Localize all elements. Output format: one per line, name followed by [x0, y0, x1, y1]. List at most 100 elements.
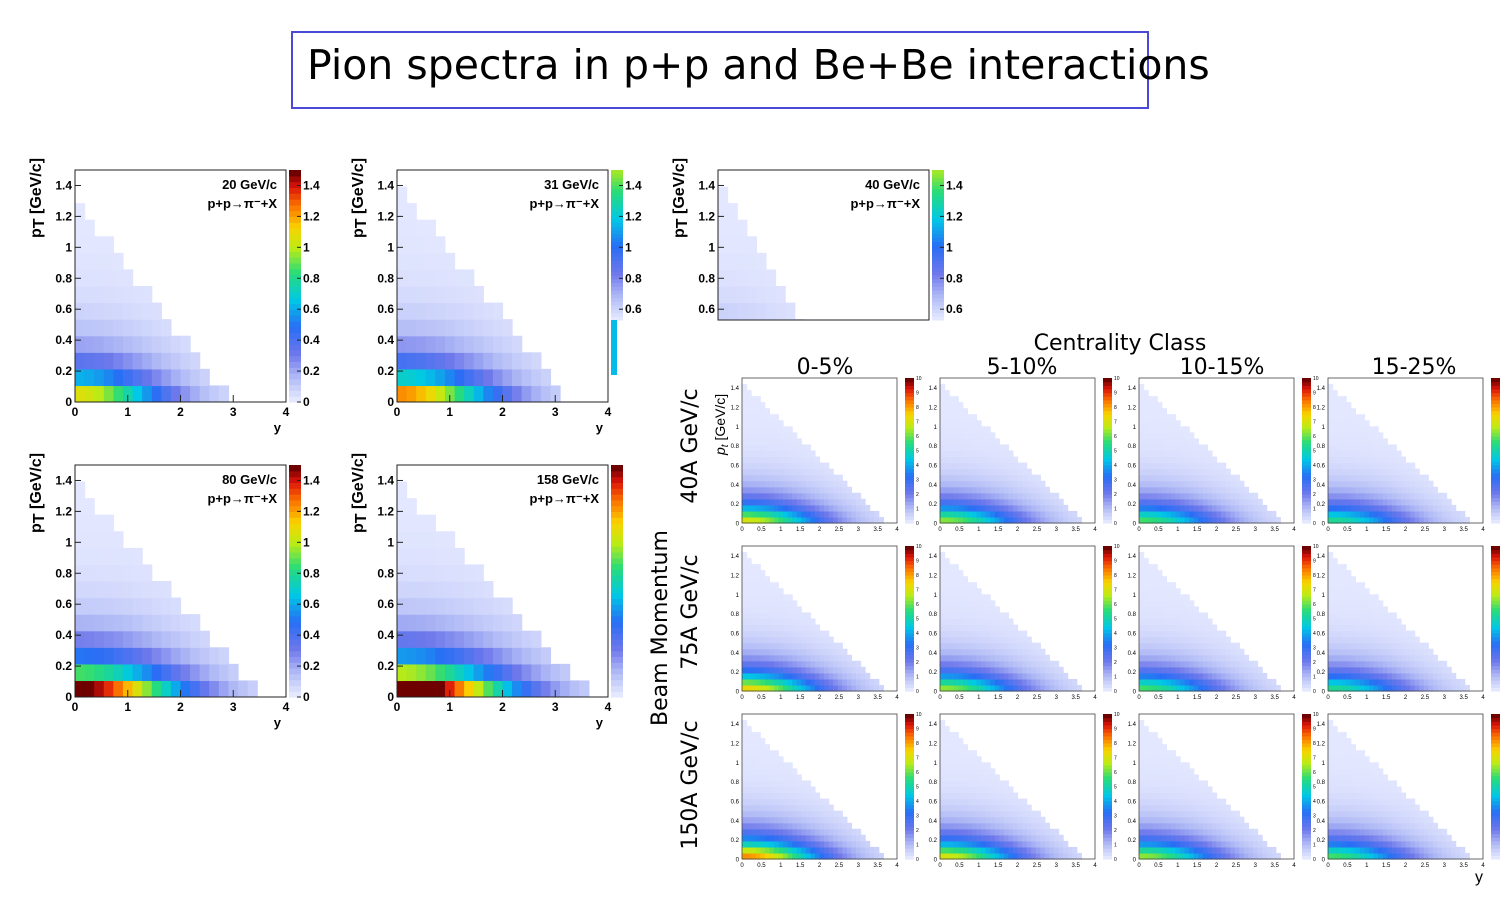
heatmap-cell	[1364, 600, 1370, 608]
heatmap-cell	[958, 654, 964, 662]
heatmap-cell	[1180, 474, 1186, 482]
pp-colorbar-segment	[611, 662, 623, 669]
heatmap-cell	[1332, 648, 1338, 656]
pp-colorbar-segment	[611, 260, 623, 265]
heatmap-cell	[1211, 678, 1218, 686]
heatmap-cell	[764, 408, 770, 415]
heatmap-cell	[949, 498, 955, 506]
heatmap-cell	[1346, 642, 1352, 650]
heatmap-cell	[1337, 678, 1343, 686]
heatmap-cell	[1373, 480, 1379, 488]
heatmap-cell	[1378, 516, 1384, 524]
heatmap-cell	[742, 594, 748, 601]
heatmap-cell	[1221, 516, 1227, 524]
heatmap-cell	[814, 822, 821, 830]
pp-colorbar-segment	[289, 569, 301, 576]
heatmap-cell	[199, 647, 210, 665]
heatmap-cell	[805, 456, 811, 464]
heatmap-cell	[742, 486, 748, 494]
bebe-cbar-label: 6	[916, 602, 919, 608]
heatmap-cell	[1382, 612, 1388, 620]
heatmap-cell	[1221, 474, 1227, 482]
heatmap-cell	[1166, 492, 1172, 500]
bebe-colorbar-segment	[1491, 596, 1500, 601]
heatmap-cell	[1328, 480, 1334, 488]
heatmap-cell	[981, 612, 987, 620]
heatmap-cell	[483, 680, 494, 697]
heatmap-cell	[1262, 516, 1268, 524]
heatmap-cell	[122, 269, 134, 287]
heatmap-cell	[1207, 516, 1213, 524]
heatmap-cell	[787, 624, 793, 632]
heatmap-cell	[1139, 420, 1145, 427]
heatmap-cell	[944, 408, 950, 415]
heatmap-cell	[1202, 510, 1208, 518]
heatmap-cell	[1026, 636, 1032, 644]
bebe-cbar-label: 7	[1114, 420, 1117, 426]
heatmap-cell	[1378, 474, 1384, 482]
heatmap-cell	[1373, 666, 1379, 674]
heatmap-cell	[1378, 648, 1384, 656]
heatmap-cell	[778, 480, 784, 488]
bebe-colorbar-segment	[905, 618, 914, 623]
heatmap-cell	[949, 408, 955, 415]
heatmap-cell	[1400, 648, 1407, 656]
pp-colorbar-segment	[611, 621, 623, 628]
heatmap-cell	[776, 336, 786, 353]
heatmap-cell	[103, 385, 114, 402]
bebe-cbar-label: 8	[1114, 405, 1117, 411]
heatmap-cell	[1346, 666, 1352, 674]
heatmap-cell	[1369, 450, 1375, 458]
heatmap-cell	[851, 492, 857, 500]
heatmap-cell	[737, 302, 748, 320]
heatmap-cell	[1391, 468, 1397, 476]
heatmap-cell	[783, 510, 789, 518]
pp-colorbar-segment	[932, 260, 944, 265]
heatmap-cell	[1166, 486, 1172, 494]
heatmap-cell	[792, 612, 798, 620]
heatmap-cell	[1008, 456, 1014, 464]
pp-colorbar-segment	[289, 662, 301, 669]
heatmap-cell	[766, 352, 776, 369]
heatmap-cell	[765, 269, 777, 287]
heatmap-cell	[751, 828, 757, 836]
heatmap-cell	[84, 335, 95, 353]
heatmap-cell	[1180, 444, 1186, 452]
heatmap-cell	[760, 738, 766, 745]
heatmap-cell	[751, 660, 757, 668]
bebe-colorbar-segment	[1491, 589, 1500, 594]
heatmap-cell	[1234, 678, 1240, 686]
heatmap-cell	[940, 810, 946, 818]
heatmap-cell	[940, 558, 946, 565]
heatmap-cell	[1391, 678, 1397, 686]
heatmap-cell	[1170, 468, 1177, 476]
bebe-colorbar-segment	[1103, 662, 1112, 667]
heatmap-cell	[773, 840, 780, 848]
heatmap-cell	[1044, 486, 1051, 494]
heatmap-cell	[1211, 660, 1218, 668]
heatmap-cell	[805, 504, 811, 512]
heatmap-cell	[805, 516, 811, 524]
pp-colorbar-segment	[289, 592, 301, 599]
heatmap-cell	[1184, 456, 1190, 464]
bebe-colorbar-segment	[1491, 578, 1500, 583]
heatmap-cell	[755, 444, 761, 452]
bebe-colorbar-segment	[1302, 647, 1311, 652]
heatmap-cell	[1143, 672, 1149, 680]
heatmap-cell	[1157, 480, 1163, 488]
heatmap-cell	[1139, 672, 1145, 680]
heatmap-cell	[787, 852, 793, 860]
bebe-colorbar-segment	[905, 808, 914, 813]
heatmap-cell	[958, 648, 964, 656]
heatmap-cell	[1419, 498, 1425, 506]
heatmap-cell	[944, 606, 950, 614]
bebe-colorbar-segment	[905, 578, 914, 583]
heatmap-cell	[944, 492, 950, 500]
heatmap-cell	[962, 414, 968, 421]
heatmap-cell	[1346, 582, 1352, 589]
heatmap-cell	[787, 498, 793, 506]
heatmap-cell	[1346, 480, 1352, 488]
heatmap-cell	[1143, 462, 1149, 470]
heatmap-cell	[953, 606, 959, 614]
